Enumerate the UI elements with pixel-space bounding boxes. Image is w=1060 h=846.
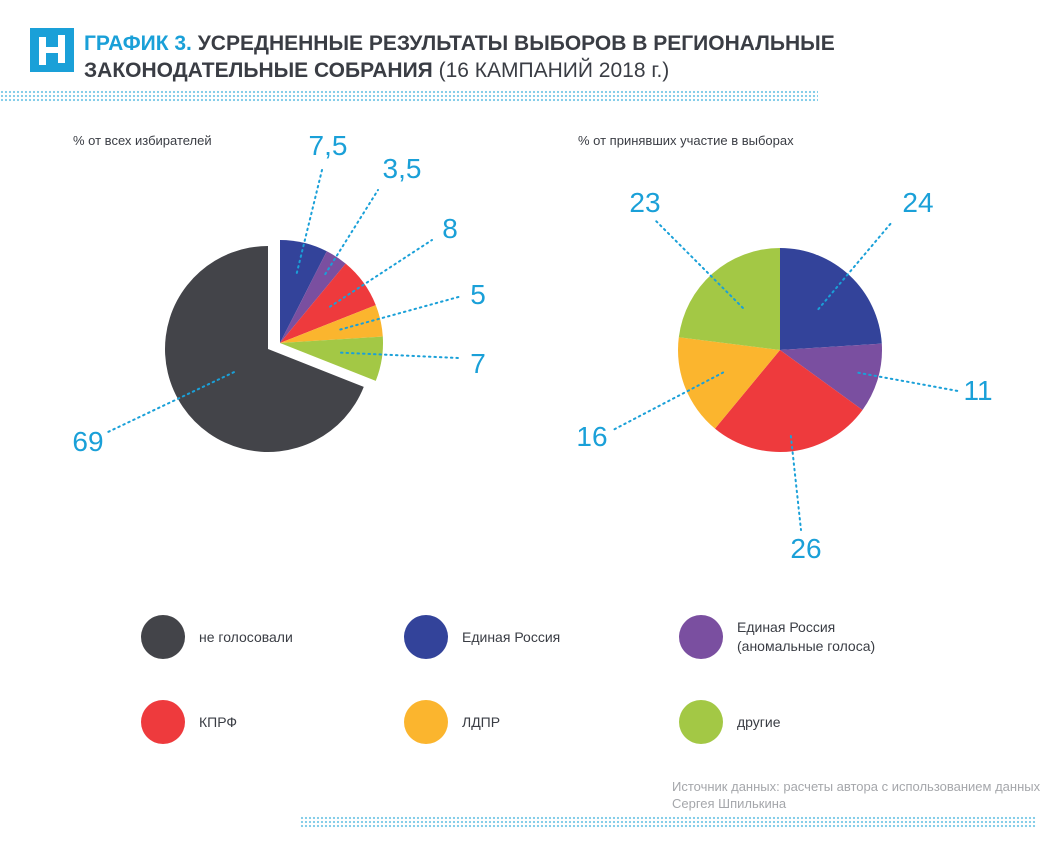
pie0-value-label-3: 5	[470, 279, 486, 310]
pie0-leader-5	[107, 371, 235, 433]
pie1-slice-0	[780, 248, 882, 350]
pie0-slice-0	[280, 240, 327, 343]
pie0-slice-2	[280, 263, 376, 343]
pie0-slice-1	[280, 251, 346, 343]
pie0-value-label-4: 7	[470, 348, 486, 379]
pie1-value-label-0: 24	[902, 187, 933, 218]
pie1-leader-1	[857, 371, 959, 392]
page-title: ГРАФИК 3. УСРЕДНЕННЫЕ РЕЗУЛЬТАТЫ ВЫБОРОВ…	[84, 30, 844, 84]
title-note: (16 КАМПАНИЙ 2018 г.)	[432, 59, 670, 82]
pie0-value-label-0: 7,5	[309, 130, 348, 161]
pie1-slice-4	[678, 248, 780, 350]
pie0-leader-1	[324, 189, 379, 276]
pie0-slice-5	[165, 246, 364, 452]
title-accent: ГРАФИК 3.	[84, 32, 192, 55]
pie1-slice-2	[714, 350, 863, 452]
pie0-slice-3	[280, 305, 383, 343]
pie1-leader-3	[612, 371, 725, 431]
pie0-value-label-5: 69	[72, 426, 103, 457]
pie1-leader-4	[654, 219, 744, 309]
pie1-value-label-4: 23	[629, 187, 660, 218]
logo-icon	[30, 28, 74, 72]
pie1-slice-1	[780, 343, 882, 410]
title-main: УСРЕДНЕННЫЕ РЕЗУЛЬТАТЫ ВЫБОРОВ В РЕГИОНА…	[84, 32, 835, 82]
pie0-leader-0	[295, 169, 323, 274]
pie1-leader-0	[817, 221, 893, 311]
pie0-value-label-2: 8	[442, 213, 458, 244]
pie1-value-label-3: 16	[576, 421, 607, 452]
pie0-slice-4	[280, 336, 383, 381]
left-chart-subtitle: % от всех избирателей	[73, 133, 212, 148]
right-chart-subtitle: % от принявших участие в выборах	[578, 133, 794, 148]
pie1-slice-3	[678, 337, 780, 429]
pie1-value-label-2: 26	[790, 533, 821, 564]
pie1-value-label-1: 11	[963, 375, 992, 406]
bottom-dotted-divider	[300, 816, 1036, 828]
pie0-leader-2	[328, 239, 433, 308]
top-dotted-divider	[0, 90, 818, 102]
pie0-value-label-1: 3,5	[383, 153, 422, 184]
pie1-leader-2	[789, 435, 802, 531]
pie0-leader-3	[339, 295, 463, 331]
data-source-note: Источник данных: расчеты автора с исполь…	[672, 779, 1041, 811]
